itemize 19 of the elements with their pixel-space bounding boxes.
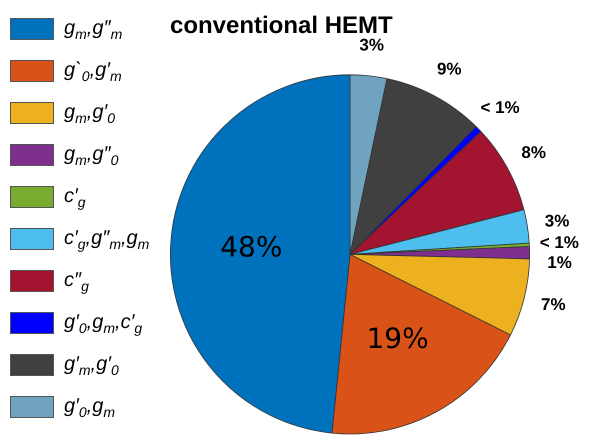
legend-label: c′$_{g}$: [64, 184, 86, 210]
legend-label: g$_{m}$,g″$_{m}$: [64, 16, 122, 42]
legend-label: g′$_{0}$,g$_{m}$,c′$_{g}$: [64, 310, 142, 336]
data-label: < 1%: [480, 98, 520, 117]
data-label: 7%: [541, 294, 566, 314]
legend-label: g$_{m}$,g″$_{0}$: [64, 142, 118, 168]
legend-label: g′$_{0}$,g$_{m}$: [64, 394, 116, 420]
legend-label: c′$_{g}$,g″$_{m}$,g$_{m}$: [64, 226, 150, 252]
data-label: 8%: [521, 143, 546, 162]
data-label: < 1%: [540, 232, 579, 252]
legend-label: g′$_{m}$,g′$_{0}$: [64, 352, 119, 378]
data-label: 19%: [366, 322, 429, 356]
legend-label: c″$_{g}$: [64, 268, 89, 294]
data-label: 3%: [544, 211, 570, 230]
data-label: 48%: [220, 230, 282, 264]
data-label: 9%: [436, 59, 462, 78]
data-label: 1%: [547, 252, 572, 272]
legend-label: g`$_{0}$,g′$_{m}$: [64, 58, 122, 84]
legend-label: g$_{m}$,g′$_{0}$: [64, 100, 116, 126]
